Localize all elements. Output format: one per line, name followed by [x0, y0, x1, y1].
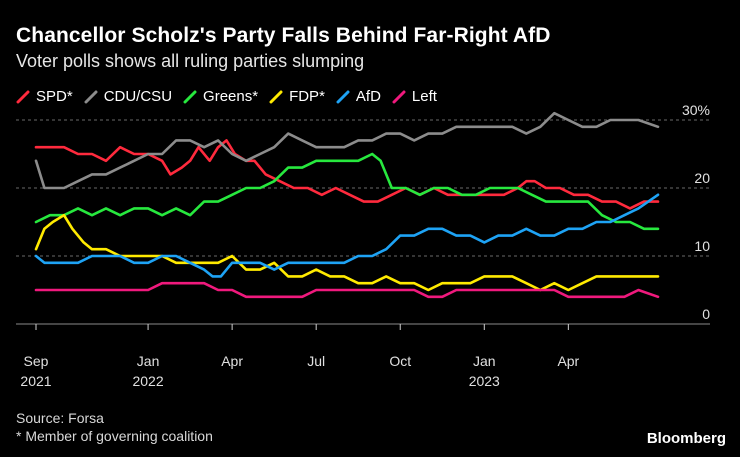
x-axis: Sep 2021 Jan 2022 Apr Jul Oct Jan 2023 Apr — [20, 324, 580, 389]
x-tick-year-label: 2021 — [20, 373, 51, 389]
x-tick-label: Apr — [221, 353, 243, 369]
footnote: * Member of governing coalition — [16, 428, 213, 444]
legend-item: CDU/CSU — [84, 88, 172, 105]
series-line-fdp — [34, 213, 660, 292]
y-axis: 30% 20 10 0 — [682, 102, 710, 322]
legend-item: FDP* — [269, 88, 325, 105]
legend-swatch-icon — [16, 90, 30, 103]
bloomberg-logo: Bloomberg — [646, 430, 726, 447]
legend-item: AfD — [336, 88, 381, 105]
series-line-afd — [34, 193, 660, 278]
y-tick-label: 30% — [682, 102, 710, 118]
series-lines — [34, 111, 660, 299]
legend-label: SPD* — [36, 88, 73, 105]
legend-label: AfD — [355, 88, 381, 105]
y-tick-label: 0 — [702, 306, 710, 322]
legend-swatch-icon — [84, 90, 98, 103]
x-tick-year-label: 2023 — [469, 373, 500, 389]
chart-subtitle: Voter polls shows all ruling parties slu… — [16, 51, 365, 71]
chart-title: Chancellor Scholz's Party Falls Behind F… — [16, 24, 551, 47]
legend-swatch-icon — [336, 90, 350, 103]
series-line-left — [34, 281, 660, 299]
x-tick-label: Oct — [389, 353, 411, 369]
y-tick-label: 10 — [694, 238, 710, 254]
source-note: Source: Forsa — [16, 410, 104, 426]
series-line-greens — [34, 152, 660, 231]
legend-item: Left — [392, 88, 437, 105]
x-tick-label: Jan — [137, 353, 160, 369]
legend-swatch-icon — [183, 90, 197, 103]
series-line-cducsu — [34, 111, 660, 190]
legend-swatch-icon — [392, 90, 406, 103]
chart-legend: SPD* CDU/CSU Greens* FDP* AfD Left — [16, 88, 448, 105]
legend-label: CDU/CSU — [103, 88, 173, 105]
legend-item: SPD* — [16, 88, 73, 105]
legend-swatch-icon — [269, 90, 283, 103]
legend-label: Left — [411, 88, 437, 105]
x-tick-label: Apr — [557, 353, 579, 369]
legend-label: Greens* — [203, 88, 259, 105]
legend-item: Greens* — [183, 88, 258, 105]
x-tick-year-label: 2022 — [132, 373, 163, 389]
legend-label: FDP* — [289, 88, 325, 105]
line-chart: 30% 20 10 0 Sep 2021 Jan 2022 Apr Jul Oct Jan 2023 A… — [16, 102, 710, 389]
x-tick-label: Sep — [24, 353, 49, 369]
series-line-spd — [34, 139, 660, 210]
x-tick-label: Jan — [473, 353, 496, 369]
y-tick-label: 20 — [694, 170, 710, 186]
x-tick-label: Jul — [307, 353, 325, 369]
